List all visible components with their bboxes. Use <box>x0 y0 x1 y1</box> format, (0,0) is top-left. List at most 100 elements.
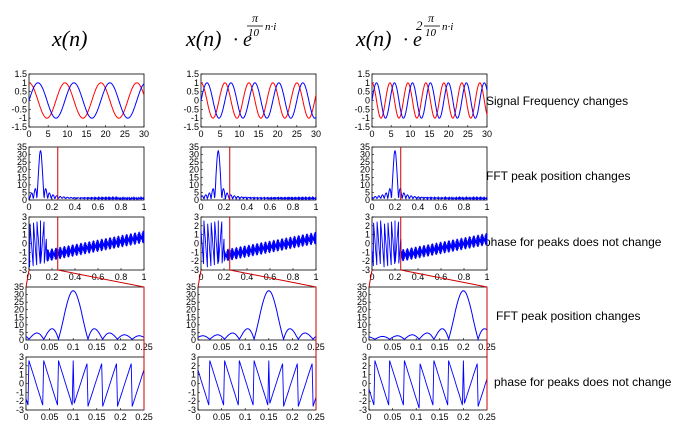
signal-real-line <box>371 82 488 119</box>
column-header-2: x(n) · e 2 π 10 n·i <box>355 11 453 51</box>
y-tick-label: -3 <box>19 265 27 275</box>
fft-magnitude-line <box>25 290 145 342</box>
y-tick-label: 5 <box>194 187 199 197</box>
y-tick-label: 3 <box>191 352 196 362</box>
y-tick-label: 0.5 <box>14 87 27 97</box>
y-tick-label: -3 <box>188 405 196 415</box>
x-tick-label: 0.15 <box>431 342 449 352</box>
y-tick-label: 0 <box>362 379 367 389</box>
x-tick-label: 0.05 <box>41 342 59 352</box>
fft-magnitude-line <box>197 290 317 342</box>
x-tick-label: 0.4 <box>241 272 254 282</box>
y-tick-label: -1.5 <box>11 122 27 132</box>
header-2-factor: · e <box>403 29 422 51</box>
y-tick-label: 1.5 <box>186 69 199 79</box>
x-tick-label: 1 <box>313 202 318 212</box>
y-tick-label: 5 <box>191 327 196 337</box>
x-tick-label: 0.2 <box>457 342 470 352</box>
y-tick-label: 1 <box>365 230 370 240</box>
y-tick-label: -3 <box>191 265 199 275</box>
fft-magnitude-line <box>200 149 317 201</box>
x-tick-label: 10 <box>405 129 415 139</box>
x-tick-label: 0 <box>26 272 31 282</box>
x-tick-label: 25 <box>463 129 473 139</box>
column-header-1: x(n) · e π 10 n·i <box>185 11 276 51</box>
x-tick-label: 15 <box>253 129 263 139</box>
y-tick-label: 0.5 <box>357 87 370 97</box>
signal-imag-line <box>371 82 488 119</box>
header-1-base: x(n) <box>185 26 221 51</box>
y-tick-label: 5 <box>362 327 367 337</box>
fft-magnitude-line <box>371 149 488 201</box>
x-tick-label: 1 <box>313 272 318 282</box>
x-tick-label: 0.1 <box>67 412 80 422</box>
y-tick-label: 25 <box>357 297 367 307</box>
x-tick-label: 0.4 <box>412 272 425 282</box>
plot-frame <box>368 286 488 341</box>
y-tick-label: 1 <box>19 370 24 380</box>
y-tick-label: 1 <box>22 230 27 240</box>
y-tick-label: 20 <box>189 165 199 175</box>
x-tick-label: 0.05 <box>213 412 231 422</box>
x-tick-label: 0 <box>198 202 203 212</box>
y-tick-label: 25 <box>186 297 196 307</box>
y-tick-label: 15 <box>360 172 370 182</box>
y-tick-label: 15 <box>17 172 27 182</box>
phase-line <box>371 220 488 268</box>
y-tick-label: 2 <box>194 221 199 231</box>
x-tick-label: 0.1 <box>239 342 252 352</box>
y-tick-label: -2 <box>19 256 27 266</box>
plot-frame <box>371 146 488 201</box>
y-tick-label: 3 <box>362 352 367 362</box>
x-tick-label: 0.1 <box>410 412 423 422</box>
x-tick-label: 0.8 <box>115 272 128 282</box>
y-tick-label: 5 <box>365 187 370 197</box>
y-tick-label: 1.5 <box>357 69 370 79</box>
y-tick-label: 0 <box>191 335 196 345</box>
x-tick-label: 0 <box>198 129 203 139</box>
x-tick-label: 0.1 <box>410 342 423 352</box>
zoom-connectors <box>25 269 488 410</box>
x-tick-label: 0.2 <box>114 342 127 352</box>
x-tick-label: 0.25 <box>135 412 153 422</box>
x-tick-label: 0.8 <box>287 272 300 282</box>
y-tick-label: 0 <box>191 379 196 389</box>
plot-frame <box>28 216 145 271</box>
y-tick-label: 5 <box>19 327 24 337</box>
y-tick-label: -3 <box>362 265 370 275</box>
x-tick-label: 0.8 <box>115 202 128 212</box>
x-tick-label: 0.6 <box>435 202 448 212</box>
y-tick-label: -1 <box>19 113 27 123</box>
x-tick-label: 0 <box>23 412 28 422</box>
x-tick-label: 10 <box>234 129 244 139</box>
x-tick-label: 0.1 <box>67 342 80 352</box>
x-tick-label: 30 <box>311 129 321 139</box>
phase-line <box>200 220 317 268</box>
y-tick-label: 0.5 <box>186 87 199 97</box>
y-tick-label: 25 <box>14 297 24 307</box>
x-tick-label: 0 <box>369 202 374 212</box>
y-tick-label: 30 <box>17 150 27 160</box>
x-tick-label: 0 <box>369 129 374 139</box>
x-tick-label: 0 <box>23 342 28 352</box>
x-tick-label: 0.8 <box>287 202 300 212</box>
x-tick-label: 0.6 <box>92 202 105 212</box>
y-tick-label: 3 <box>19 352 24 362</box>
zoom-connector-left <box>368 269 373 288</box>
x-tick-label: 0.15 <box>431 412 449 422</box>
y-tick-label: 1 <box>362 370 367 380</box>
y-tick-label: -2 <box>359 396 367 406</box>
x-tick-label: 0.2 <box>46 272 59 282</box>
y-tick-label: -1 <box>191 113 199 123</box>
y-tick-label: 2 <box>19 361 24 371</box>
y-tick-label: 20 <box>357 305 367 315</box>
x-tick-label: 0.2 <box>218 202 231 212</box>
x-tick-label: 0.6 <box>264 272 277 282</box>
